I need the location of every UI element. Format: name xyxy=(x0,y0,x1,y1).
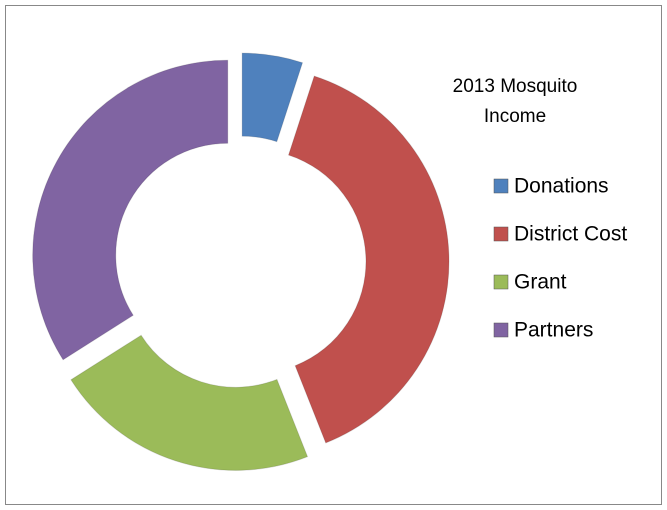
legend-swatch xyxy=(493,274,509,290)
legend-label: Donations xyxy=(514,175,609,198)
chart-title: 2013 Mosquito Income xyxy=(452,76,578,127)
segment-shade xyxy=(32,60,228,360)
legend-label: Partners xyxy=(514,319,593,342)
segment-shade xyxy=(71,335,308,471)
legend-label: Grant xyxy=(514,271,567,294)
legend-swatch xyxy=(493,178,509,194)
segment-shade xyxy=(242,53,303,142)
legend-swatch xyxy=(493,226,509,242)
segment-shade xyxy=(288,76,449,443)
legend-label: District Cost xyxy=(514,223,627,246)
legend-swatch xyxy=(493,322,509,338)
